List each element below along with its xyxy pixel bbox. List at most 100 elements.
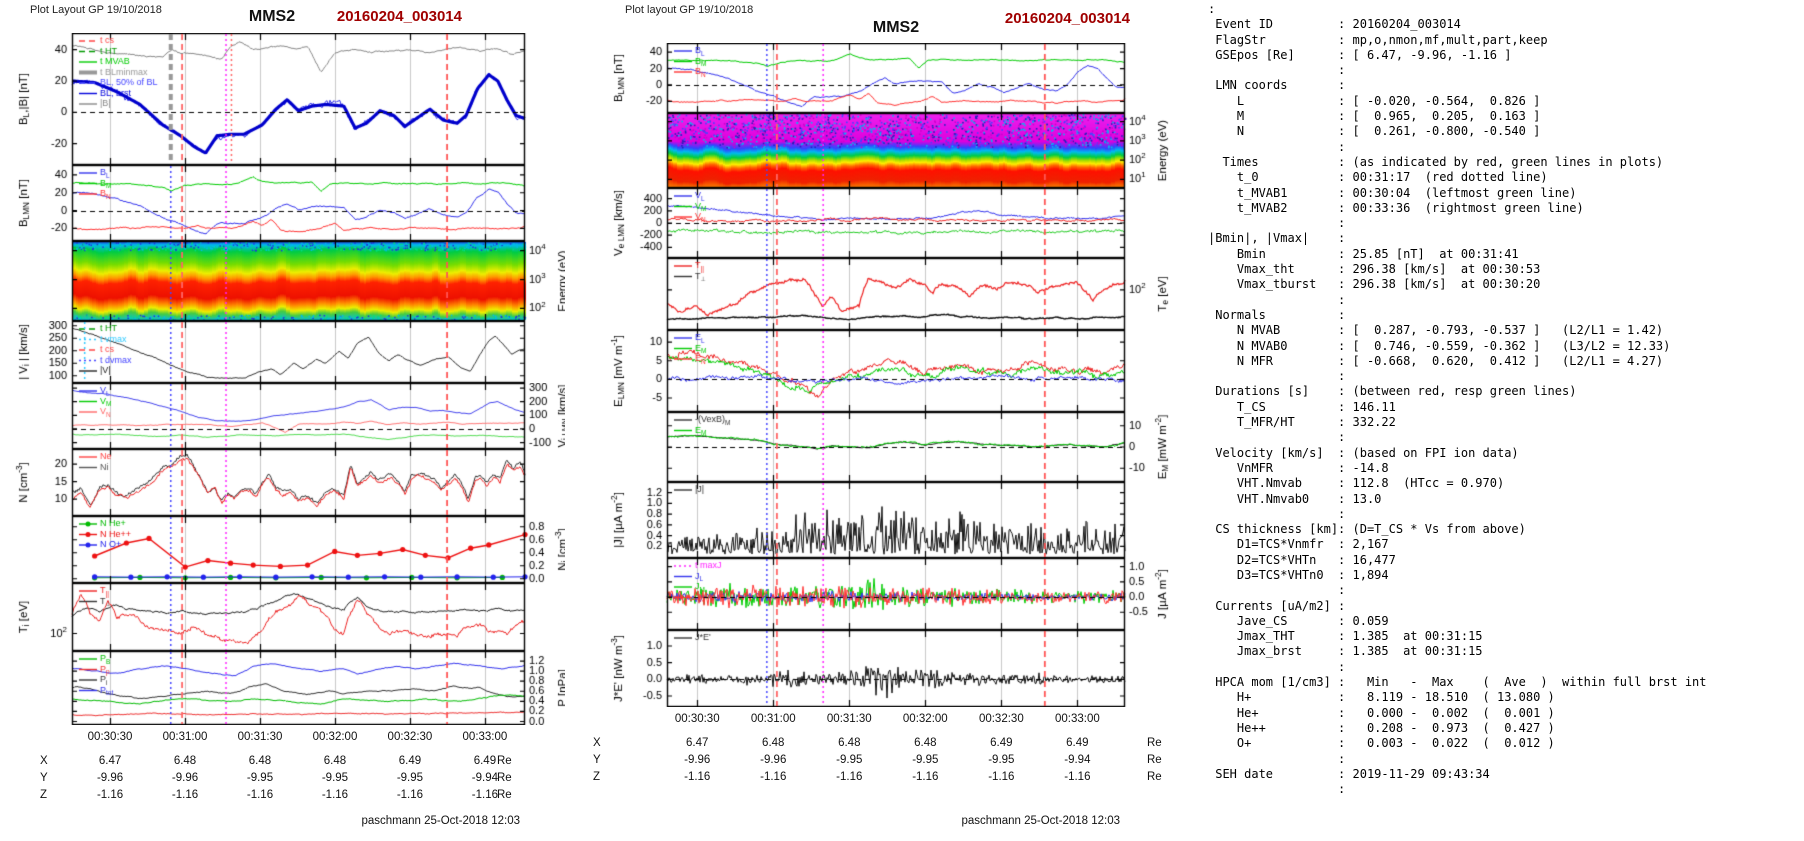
time-tick-label: 00:30:30 [87, 731, 133, 743]
plot-panel-n-cm- [0, 449, 565, 516]
plot-layout-label: Plot Layout GP 19/10/2018 [30, 4, 162, 16]
position-row-label: X [593, 737, 601, 749]
time-tick-label: 00:33:00 [462, 731, 508, 743]
position-value: 6.48 [914, 737, 937, 749]
position-value: -9.95 [396, 772, 424, 784]
position-value: -1.16 [836, 771, 863, 783]
position-value: 6.49 [1066, 737, 1089, 749]
panel-canvas [0, 516, 565, 583]
plot-panel-t-e-ev- [565, 258, 1200, 330]
plot-panel-t-i-ev- [0, 583, 565, 651]
plot-panel-stack [565, 43, 1200, 707]
plot-panel--v-i-km-s- [0, 321, 565, 383]
figure-footer: paschmann 25-Oct-2018 12:03 [361, 815, 520, 827]
position-value: -9.95 [246, 772, 274, 784]
panel-canvas [565, 113, 1200, 188]
position-value: -9.94 [471, 772, 499, 784]
panel-canvas [0, 241, 565, 321]
position-row-label: X [40, 755, 48, 767]
time-axis-block: 00:30:30 00:31:00 00:31:30 00:32:00 00:32:30… [0, 725, 565, 815]
position-value: 6.48 [323, 755, 347, 767]
position-value: -9.96 [760, 754, 787, 766]
figure-left: Plot Layout GP 19/10/2018 MMS2 20160204_… [0, 0, 565, 841]
position-row-label: Z [593, 771, 601, 783]
panel-canvas [0, 583, 565, 651]
time-tick-label: 00:31:00 [162, 731, 208, 743]
panel-canvas [0, 33, 565, 165]
panel-canvas [0, 449, 565, 516]
position-value: -9.95 [988, 754, 1015, 766]
position-value: 6.49 [990, 737, 1013, 749]
position-unit: Re [497, 755, 512, 767]
panel-canvas [0, 321, 565, 383]
plot-panel-p-npa- [0, 651, 565, 725]
position-value: -1.16 [760, 771, 787, 783]
position-value: 6.49 [398, 755, 422, 767]
plot-panel-j-a-m- [565, 558, 1200, 630]
time-tick-label: 00:32:30 [978, 713, 1024, 725]
panel-canvas [0, 165, 565, 241]
panel-canvas [0, 383, 565, 449]
figure-title: MMS2 [248, 8, 296, 25]
time-tick-label: 00:30:30 [674, 713, 720, 725]
plot-panel-e-lmn-mv-m- [565, 330, 1200, 412]
position-value: -9.96 [684, 754, 711, 766]
time-tick-label: 00:32:00 [902, 713, 948, 725]
plot-panel-stack [0, 33, 565, 725]
figure-title: MMS2 [872, 19, 920, 36]
position-value: 6.48 [173, 755, 197, 767]
position-unit: Re [497, 789, 512, 801]
event-id-label: 20160204_003014 [336, 8, 462, 25]
plot-panel-e-m-mw-m- [565, 412, 1200, 482]
position-value: -9.95 [912, 754, 939, 766]
position-row-label: Z [40, 789, 48, 801]
position-value: -1.16 [471, 789, 499, 801]
position-row-label: Y [593, 754, 601, 766]
plot-panel-v-i-lmn-km-s- [0, 383, 565, 449]
position-value: -9.95 [836, 754, 863, 766]
position-unit: Re [1147, 737, 1162, 749]
position-row-label: Y [40, 772, 48, 784]
plot-panel--j-a-m- [565, 482, 1200, 558]
position-value: 6.48 [838, 737, 861, 749]
position-value: -9.95 [321, 772, 349, 784]
time-tick-label: 00:31:30 [237, 731, 283, 743]
panel-canvas [565, 558, 1200, 630]
plot-panel-b-l-b-nt- [0, 33, 565, 165]
plot-panel-b-lmn-nt- [0, 165, 565, 241]
time-axis-block: 00:30:30 00:31:00 00:31:30 00:32:00 00:32:30… [565, 707, 1200, 797]
position-value: -1.16 [321, 789, 349, 801]
plot-panel-n-i-cm- [0, 516, 565, 583]
position-value: -1.16 [684, 771, 711, 783]
panel-canvas [565, 412, 1200, 482]
position-value: -9.94 [1064, 754, 1091, 766]
position-value: -1.16 [246, 789, 274, 801]
position-value: -9.96 [171, 772, 199, 784]
time-tick-label: 00:31:30 [826, 713, 872, 725]
position-unit: Re [1147, 754, 1162, 766]
figure-middle: Plot layout GP 19/10/2018 MMS2 20160204_… [565, 0, 1200, 841]
panel-canvas [565, 258, 1200, 330]
position-value: -1.16 [171, 789, 199, 801]
time-tick-label: 00:32:30 [387, 731, 433, 743]
position-value: 6.47 [98, 755, 122, 767]
plot-panel-j-e-nw-m- [565, 630, 1200, 707]
position-value: -1.16 [396, 789, 424, 801]
position-value: 6.49 [473, 755, 497, 767]
panel-canvas [565, 630, 1200, 707]
position-value: -1.16 [912, 771, 939, 783]
panel-canvas [565, 188, 1200, 258]
plot-panel-energy-ev- [565, 113, 1200, 188]
plot-panel-b-lmn-nt- [565, 43, 1200, 113]
event-id-label: 20160204_003014 [1004, 10, 1130, 27]
panel-canvas [0, 651, 565, 725]
time-tick-label: 00:33:00 [1054, 713, 1100, 725]
position-unit: Re [1147, 771, 1162, 783]
figure-footer: paschmann 25-Oct-2018 12:03 [961, 815, 1120, 827]
panel-canvas [565, 482, 1200, 558]
position-value: -1.16 [96, 789, 124, 801]
position-value: -9.96 [96, 772, 124, 784]
position-value: 6.47 [686, 737, 709, 749]
panel-canvas [565, 330, 1200, 412]
